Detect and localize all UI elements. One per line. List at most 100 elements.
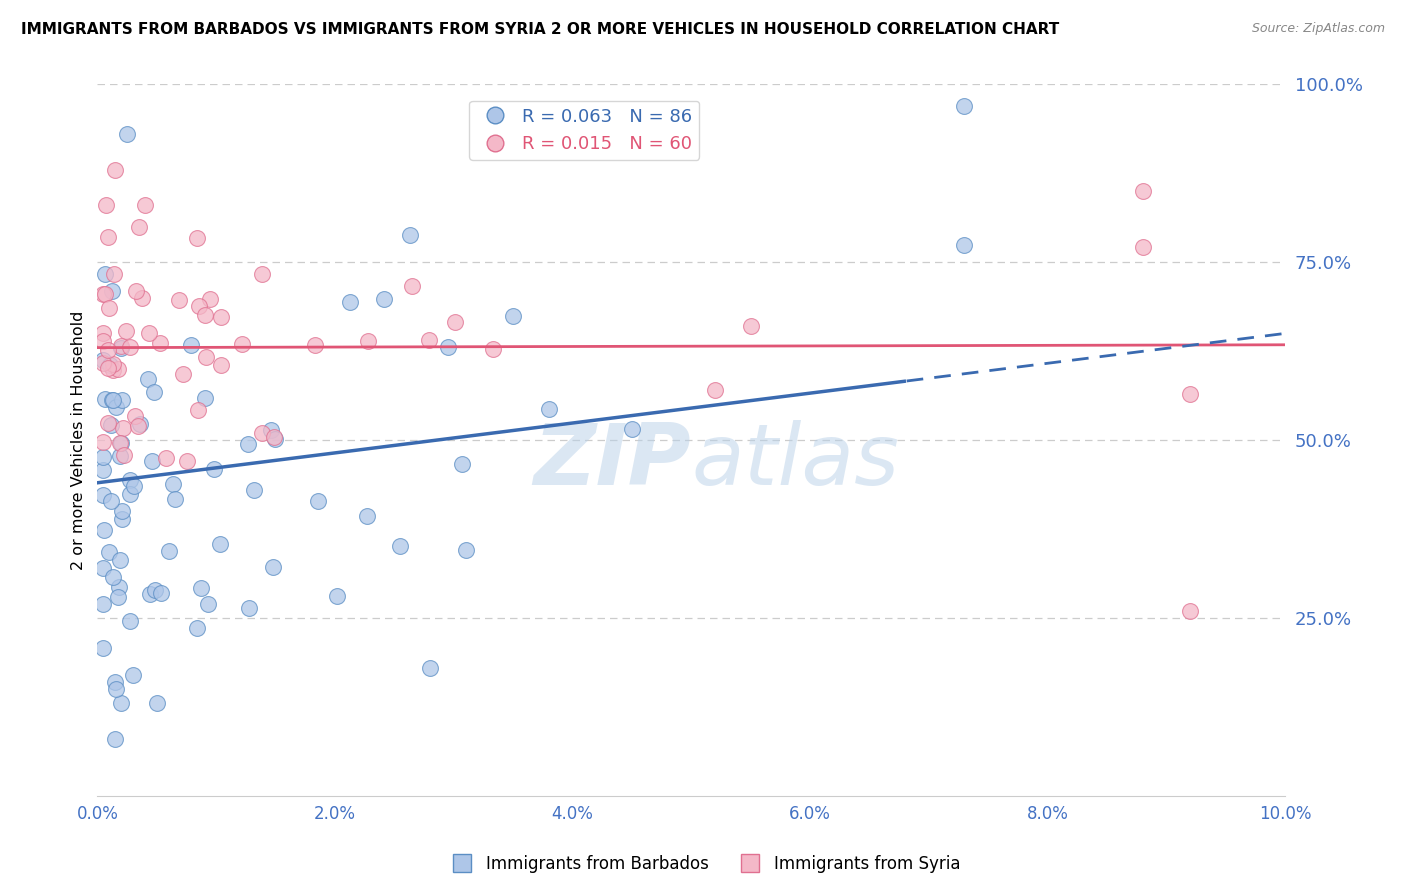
Point [112, 448, 135, 462]
Point [194, 308, 217, 322]
Point [104, 675, 127, 690]
Point [107, 580, 129, 594]
Point [356, 509, 378, 524]
Point [103, 268, 125, 282]
Point [373, 292, 395, 306]
Point [149, 336, 172, 351]
Point [91, 488, 114, 502]
Point [97, 229, 120, 244]
Point [186, 231, 208, 245]
Point [231, 337, 253, 351]
Point [94, 392, 117, 407]
Point [91, 560, 114, 574]
Point [129, 417, 152, 431]
Point [194, 350, 217, 364]
Point [94, 286, 117, 301]
Point [1132, 240, 1154, 254]
Point [145, 696, 167, 710]
Point [149, 585, 172, 599]
Point [94, 198, 117, 212]
Point [98, 358, 121, 372]
Point [110, 436, 132, 450]
Point [208, 537, 231, 551]
Text: IMMIGRANTS FROM BARBADOS VS IMMIGRANTS FROM SYRIA 2 OR MORE VEHICLES IN HOUSEHOL: IMMIGRANTS FROM BARBADOS VS IMMIGRANTS F… [21, 22, 1059, 37]
Text: ZIP: ZIP [534, 420, 692, 503]
Point [259, 423, 281, 437]
Point [263, 430, 285, 444]
Point [1132, 184, 1154, 198]
Point [194, 392, 217, 406]
Point [104, 731, 127, 746]
Point [120, 487, 142, 501]
Point [238, 601, 260, 615]
Point [115, 127, 138, 141]
Point [1178, 604, 1201, 618]
Point [443, 315, 465, 329]
Point [163, 491, 186, 506]
Point [100, 494, 122, 508]
Point [120, 340, 142, 354]
Point [180, 338, 202, 352]
Point [108, 552, 131, 566]
Point [304, 338, 326, 352]
Point [138, 586, 160, 600]
Point [93, 523, 115, 537]
Point [100, 417, 122, 432]
Point [107, 361, 129, 376]
Point [120, 614, 142, 628]
Point [105, 682, 128, 697]
Point [339, 295, 361, 310]
Point [704, 384, 727, 398]
Point [389, 539, 412, 553]
Point [953, 99, 976, 113]
Point [502, 310, 524, 324]
Point [91, 352, 114, 367]
Point [162, 477, 184, 491]
Point [103, 357, 125, 371]
Point [122, 479, 145, 493]
Point [155, 451, 177, 466]
Point [108, 435, 131, 450]
Point [111, 393, 134, 408]
Point [118, 473, 141, 487]
Point [91, 435, 114, 450]
Point [141, 454, 163, 468]
Point [481, 342, 503, 356]
Point [100, 392, 122, 407]
Point [187, 402, 209, 417]
Point [537, 401, 560, 416]
Point [91, 326, 114, 340]
Point [110, 341, 132, 355]
Point [326, 589, 349, 603]
Point [105, 401, 128, 415]
Point [401, 278, 423, 293]
Point [122, 668, 145, 682]
Point [250, 425, 273, 440]
Point [200, 293, 222, 307]
Point [124, 409, 146, 423]
Point [101, 570, 124, 584]
Point [143, 582, 166, 597]
Point [143, 385, 166, 400]
Legend: R = 0.063   N = 86, R = 0.015   N = 60: R = 0.063 N = 86, R = 0.015 N = 60 [470, 101, 699, 160]
Point [91, 463, 114, 477]
Point [111, 512, 134, 526]
Point [94, 267, 117, 281]
Point [209, 310, 232, 324]
Point [357, 334, 380, 348]
Point [101, 285, 124, 299]
Point [97, 417, 120, 431]
Point [101, 393, 124, 408]
Point [436, 340, 458, 354]
Point [953, 238, 976, 252]
Point [91, 597, 114, 611]
Point [91, 640, 114, 655]
Point [91, 287, 114, 301]
Point [97, 301, 120, 316]
Point [451, 457, 474, 471]
Point [97, 360, 120, 375]
Point [197, 597, 219, 611]
Point [398, 227, 420, 242]
Point [110, 696, 132, 710]
Point [186, 621, 208, 635]
